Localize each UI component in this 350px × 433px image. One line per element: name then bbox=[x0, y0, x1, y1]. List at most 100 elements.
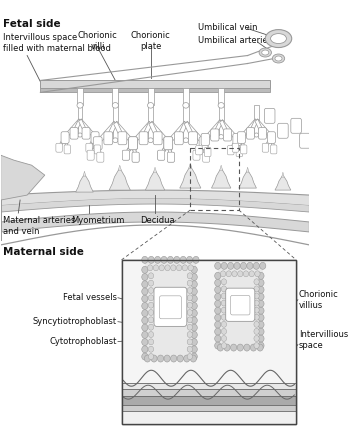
Circle shape bbox=[258, 335, 264, 342]
Polygon shape bbox=[239, 170, 257, 188]
FancyBboxPatch shape bbox=[153, 132, 162, 145]
Polygon shape bbox=[79, 119, 96, 139]
Circle shape bbox=[148, 280, 154, 286]
Polygon shape bbox=[125, 142, 134, 155]
FancyBboxPatch shape bbox=[160, 296, 181, 319]
Circle shape bbox=[148, 273, 154, 279]
Circle shape bbox=[237, 344, 243, 351]
FancyBboxPatch shape bbox=[199, 137, 208, 150]
Polygon shape bbox=[118, 165, 121, 170]
Circle shape bbox=[142, 288, 148, 295]
FancyBboxPatch shape bbox=[164, 137, 173, 150]
FancyBboxPatch shape bbox=[218, 265, 263, 349]
Polygon shape bbox=[189, 163, 192, 168]
Polygon shape bbox=[218, 88, 224, 105]
Circle shape bbox=[148, 324, 154, 330]
Ellipse shape bbox=[213, 133, 217, 136]
Polygon shape bbox=[230, 138, 238, 151]
FancyBboxPatch shape bbox=[246, 127, 254, 139]
FancyBboxPatch shape bbox=[196, 145, 202, 155]
Circle shape bbox=[244, 344, 250, 351]
Ellipse shape bbox=[275, 56, 282, 61]
Circle shape bbox=[250, 344, 257, 351]
Circle shape bbox=[258, 293, 264, 300]
FancyBboxPatch shape bbox=[223, 129, 232, 141]
Ellipse shape bbox=[235, 137, 239, 141]
Bar bbox=[121, 389, 296, 396]
FancyBboxPatch shape bbox=[233, 133, 241, 145]
Ellipse shape bbox=[63, 136, 67, 139]
Circle shape bbox=[220, 271, 226, 277]
Ellipse shape bbox=[77, 103, 83, 108]
Circle shape bbox=[258, 307, 264, 314]
FancyBboxPatch shape bbox=[231, 295, 250, 315]
Circle shape bbox=[191, 281, 197, 288]
Bar bbox=[121, 411, 296, 424]
FancyBboxPatch shape bbox=[237, 132, 245, 143]
Circle shape bbox=[171, 265, 176, 271]
Circle shape bbox=[142, 331, 148, 338]
Ellipse shape bbox=[89, 153, 92, 156]
Polygon shape bbox=[112, 88, 118, 105]
Polygon shape bbox=[132, 142, 137, 157]
Circle shape bbox=[142, 310, 148, 317]
Ellipse shape bbox=[243, 148, 245, 150]
Circle shape bbox=[253, 262, 259, 269]
Circle shape bbox=[258, 321, 264, 328]
Circle shape bbox=[254, 336, 259, 342]
Polygon shape bbox=[113, 105, 118, 140]
Circle shape bbox=[191, 331, 197, 338]
Polygon shape bbox=[236, 139, 241, 152]
Polygon shape bbox=[1, 155, 45, 200]
Circle shape bbox=[255, 271, 260, 277]
Bar bbox=[121, 260, 296, 424]
Bar bbox=[121, 260, 296, 383]
Circle shape bbox=[221, 262, 227, 269]
Polygon shape bbox=[145, 170, 165, 190]
FancyBboxPatch shape bbox=[104, 132, 113, 145]
FancyBboxPatch shape bbox=[86, 143, 92, 152]
Circle shape bbox=[148, 354, 154, 359]
Bar bbox=[121, 396, 296, 405]
Ellipse shape bbox=[88, 146, 90, 149]
FancyBboxPatch shape bbox=[267, 132, 275, 143]
Bar bbox=[121, 411, 296, 424]
Circle shape bbox=[142, 324, 148, 331]
Text: Myometrium: Myometrium bbox=[71, 216, 125, 225]
Circle shape bbox=[215, 293, 221, 300]
FancyBboxPatch shape bbox=[145, 259, 196, 359]
Circle shape bbox=[258, 279, 264, 286]
Circle shape bbox=[142, 353, 148, 360]
FancyBboxPatch shape bbox=[189, 132, 197, 145]
Circle shape bbox=[191, 266, 197, 273]
Bar bbox=[1, 16, 309, 240]
Circle shape bbox=[221, 279, 226, 285]
Circle shape bbox=[190, 355, 196, 362]
Circle shape bbox=[215, 335, 221, 342]
Polygon shape bbox=[106, 122, 117, 139]
Ellipse shape bbox=[259, 48, 272, 57]
Circle shape bbox=[254, 321, 259, 327]
Ellipse shape bbox=[66, 148, 69, 150]
FancyBboxPatch shape bbox=[211, 129, 219, 141]
Circle shape bbox=[215, 328, 221, 335]
Polygon shape bbox=[180, 166, 201, 188]
Circle shape bbox=[221, 286, 226, 292]
Circle shape bbox=[142, 256, 148, 263]
Circle shape bbox=[187, 310, 192, 316]
Polygon shape bbox=[78, 105, 82, 135]
Circle shape bbox=[142, 303, 148, 310]
Circle shape bbox=[148, 295, 154, 301]
Circle shape bbox=[215, 300, 221, 307]
FancyBboxPatch shape bbox=[262, 143, 269, 152]
Ellipse shape bbox=[134, 155, 137, 158]
Circle shape bbox=[142, 266, 148, 273]
Circle shape bbox=[258, 272, 264, 279]
FancyBboxPatch shape bbox=[122, 150, 130, 160]
Text: Cytotrophoblast: Cytotrophoblast bbox=[50, 337, 117, 346]
Ellipse shape bbox=[148, 138, 153, 142]
Circle shape bbox=[187, 256, 193, 263]
FancyBboxPatch shape bbox=[118, 132, 127, 145]
Polygon shape bbox=[90, 142, 99, 155]
Text: Intervillious
space: Intervillious space bbox=[299, 330, 348, 350]
